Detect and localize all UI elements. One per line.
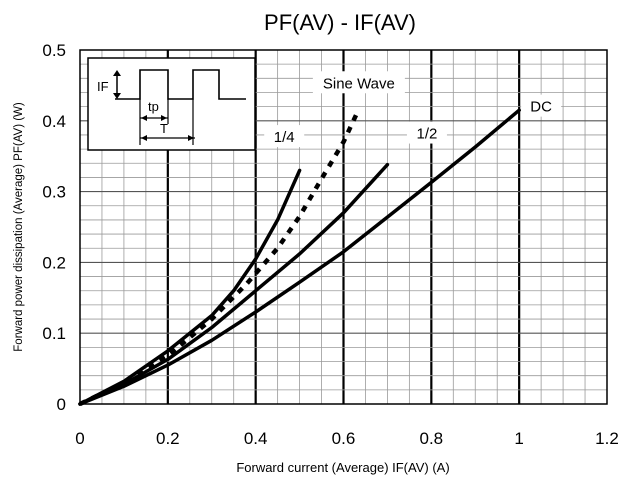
y-tick-label: 0.4: [42, 112, 66, 131]
series-line-dc: [78, 108, 521, 406]
inset-label-if: IF: [97, 79, 109, 94]
y-tick-label: 0.5: [42, 41, 66, 60]
x-tick-label: 1.2: [595, 429, 619, 448]
y-tick-labels: 0 0.1 0.2 0.3 0.4 0.5: [42, 41, 66, 414]
series-line-sine-wave: [79, 112, 359, 407]
curve-label-bg: [312, 71, 405, 94]
curve-label-bg: [406, 121, 447, 144]
inset-arrowhead: [161, 115, 167, 121]
inset-box: [87, 57, 256, 151]
inset-waveform: IF tpT: [87, 57, 256, 151]
x-tick-label: 0.8: [420, 429, 444, 448]
inset-label-t: T: [160, 121, 168, 136]
curve-label: 1/4: [274, 129, 295, 146]
inset-label-tp: tp: [148, 99, 159, 114]
curve-label: 1/2: [417, 126, 438, 143]
chart-title: PF(AV) - IF(AV): [264, 10, 416, 35]
curve-label: DC: [530, 99, 552, 116]
y-tick-label: 0: [57, 395, 66, 414]
plot-frame: [79, 49, 608, 405]
x-tick-label: 0.6: [332, 429, 356, 448]
curve-label: Sine Wave: [323, 75, 395, 92]
inset-arrowhead: [141, 135, 147, 141]
curve-label-bg: [521, 94, 562, 117]
inset-arrowhead: [188, 135, 194, 141]
x-tick-label: 0.2: [156, 429, 180, 448]
curve-labels: Sine Wave DC 1/2 1/4: [264, 71, 562, 148]
inset-arrowhead: [141, 115, 147, 121]
y-tick-label: 0.3: [42, 183, 66, 202]
x-tick-label: 0: [75, 429, 84, 448]
series-line-1-4: [78, 168, 302, 406]
x-tick-label: 1: [514, 429, 523, 448]
series-group: [78, 108, 521, 407]
y-tick-label: 0.2: [42, 253, 66, 272]
inset-arrowhead: [113, 70, 121, 76]
x-tick-labels: 0 0.2 0.4 0.6 0.8 1 1.2: [75, 429, 619, 448]
curve-label-bg: [264, 125, 305, 148]
y-axis-label: Forward power dissipation (Average) PF(A…: [13, 102, 25, 352]
inset-waveform-line: [115, 69, 246, 100]
y-tick-label: 0.1: [42, 324, 66, 343]
inset-arrowhead: [113, 93, 121, 99]
x-tick-label: 0.4: [244, 429, 268, 448]
x-axis-label: Forward current (Average) IF(AV) (A): [236, 460, 449, 475]
